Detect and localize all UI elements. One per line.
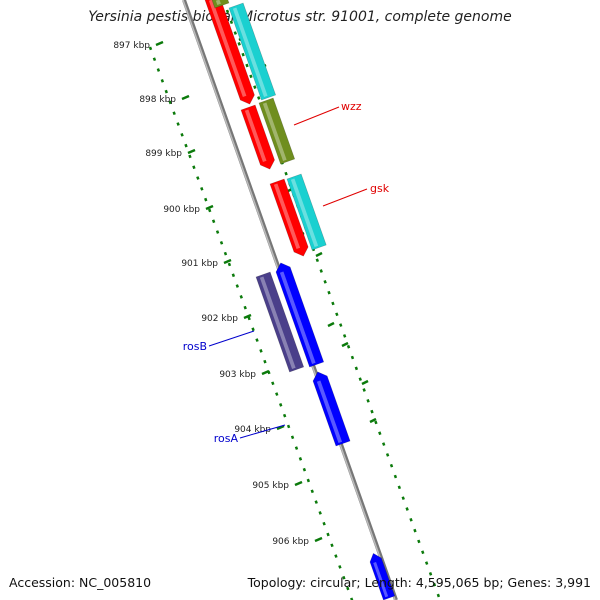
gene-red-2-highlight (244, 109, 267, 162)
tick-label: 899 kbp (145, 149, 182, 159)
gene-blue-1-highlight (279, 271, 316, 364)
inner-tick-mark (155, 40, 164, 47)
tick-label: 900 kbp (163, 205, 200, 215)
outer-tick-mark (341, 341, 349, 348)
gene-rosB-highlight (259, 276, 296, 369)
gene-olive-1 (211, 0, 230, 9)
gene-cyan-2-highlight (290, 178, 319, 247)
gene-cyan-2 (286, 173, 327, 251)
inner-tick-mark (294, 480, 303, 487)
gene-label-rosB: rosB (183, 340, 207, 353)
gene-rosA-highlight (316, 380, 343, 443)
gene-red-3-highlight (273, 183, 301, 249)
tick-label: 897 kbp (113, 41, 150, 51)
tick-label: 902 kbp (201, 314, 238, 324)
tick-labels: 897 kbp 898 kbp 899 kbp 900 kbp 901 kbp 902 k… (113, 41, 309, 547)
wzz-leader-line (293, 106, 340, 126)
tick-label: 901 kbp (181, 259, 218, 269)
inner-tick-mark (243, 313, 252, 320)
inner-tick-mark (223, 258, 232, 265)
inner-tick-mark (205, 204, 214, 211)
gene-red-1 (204, 0, 255, 105)
gene-blue-2 (369, 552, 396, 600)
tick-label: 906 kbp (272, 537, 309, 547)
inner-tick-mark (187, 148, 196, 155)
map-title: Yersinia pestis biovar Microtus str. 910… (88, 9, 512, 25)
gene-olive-2 (258, 97, 296, 165)
outer-tick-mark (327, 321, 335, 328)
outer-tick-mark (315, 251, 323, 258)
gene-blue-2-highlight (373, 561, 389, 598)
rosA-leader-line (239, 424, 286, 439)
gene-cyan-1 (228, 2, 277, 101)
inner-tick-mark (314, 536, 323, 543)
gene-label-gsk: gsk (370, 182, 390, 195)
gene-label-wzz: wzz (341, 100, 362, 113)
inner-tick-mark (276, 424, 285, 431)
gene-red-3 (269, 178, 309, 257)
outer-tick-mark (361, 379, 369, 386)
gene-features (204, 0, 396, 600)
gene-rosA (312, 371, 351, 447)
tick-label: 898 kbp (139, 95, 176, 105)
gene-label-rosA: rosA (214, 432, 239, 445)
tick-label: 905 kbp (252, 481, 289, 491)
accession-text: Accession: NC_005810 (9, 575, 152, 590)
outer-tick-mark (369, 417, 377, 424)
rosB-leader-line (208, 330, 255, 347)
gene-olive-2-highlight (262, 102, 287, 161)
gsk-leader-line (322, 188, 368, 207)
gene-red-1-highlight (208, 0, 247, 97)
tick-label: 903 kbp (219, 370, 256, 380)
topology-text: Topology: circular; Length: 4,595,065 bp… (247, 575, 591, 590)
gene-rosB (255, 271, 305, 373)
tick-label: 904 kbp (234, 425, 271, 435)
inner-tick-mark (261, 369, 270, 376)
gene-olive-1-highlight (215, 0, 221, 5)
outer-dotted-guide (225, 9, 441, 598)
inner-dotted-guide (148, 46, 354, 600)
inner-tick-mark (181, 94, 190, 101)
gene-blue-1 (275, 262, 325, 368)
gene-cyan-1-highlight (232, 7, 268, 97)
gene-red-2 (240, 104, 275, 170)
